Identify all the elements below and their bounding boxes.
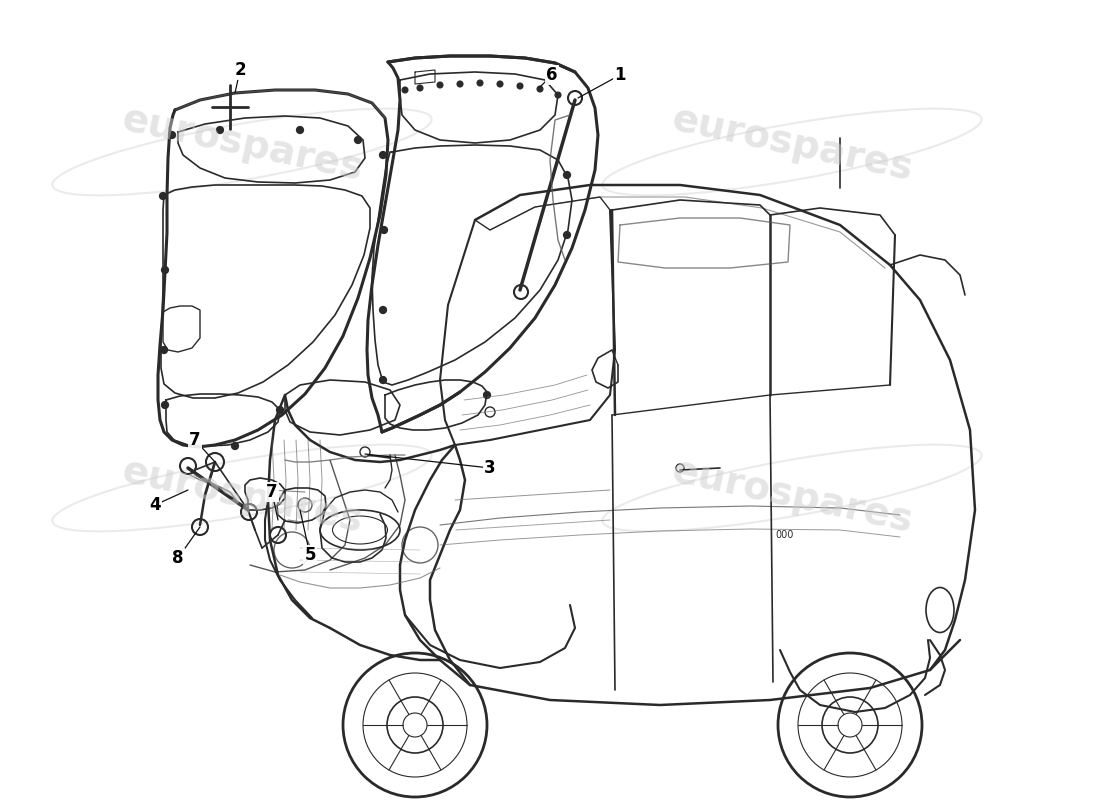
Text: 7: 7 (266, 483, 278, 520)
Text: 5: 5 (300, 510, 316, 564)
Circle shape (168, 131, 176, 138)
Circle shape (563, 231, 571, 238)
Text: 000: 000 (776, 530, 794, 540)
Circle shape (563, 171, 571, 178)
Text: eurospares: eurospares (668, 452, 916, 540)
Circle shape (484, 391, 491, 398)
Text: 3: 3 (365, 454, 496, 477)
Circle shape (217, 126, 223, 134)
Circle shape (556, 92, 561, 98)
Circle shape (297, 126, 304, 134)
Circle shape (379, 151, 386, 158)
Circle shape (354, 137, 362, 143)
Circle shape (162, 266, 168, 274)
Circle shape (477, 80, 483, 86)
Text: 2: 2 (234, 61, 245, 93)
Text: eurospares: eurospares (118, 100, 366, 188)
Circle shape (379, 377, 386, 383)
Circle shape (402, 87, 408, 93)
Circle shape (517, 83, 522, 89)
Circle shape (231, 442, 239, 450)
Text: eurospares: eurospares (118, 452, 366, 540)
Text: 6: 6 (540, 66, 558, 87)
Text: 4: 4 (150, 490, 188, 514)
Circle shape (417, 85, 424, 91)
Circle shape (537, 86, 543, 92)
Circle shape (381, 226, 387, 234)
Circle shape (161, 346, 167, 354)
Text: eurospares: eurospares (668, 100, 916, 188)
Circle shape (456, 81, 463, 87)
Circle shape (162, 402, 168, 409)
Text: 8: 8 (173, 527, 200, 567)
Text: 1: 1 (578, 66, 626, 98)
Text: 7: 7 (189, 431, 214, 462)
Circle shape (160, 193, 166, 199)
Circle shape (437, 82, 443, 88)
Circle shape (379, 306, 386, 314)
Circle shape (497, 81, 503, 87)
Circle shape (276, 406, 284, 414)
